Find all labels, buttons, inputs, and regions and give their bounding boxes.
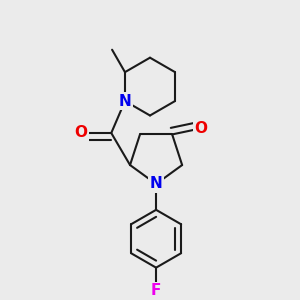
Text: N: N: [150, 176, 163, 191]
Text: O: O: [195, 121, 208, 136]
Text: N: N: [118, 94, 131, 109]
Text: O: O: [74, 125, 87, 140]
Text: F: F: [151, 283, 161, 298]
